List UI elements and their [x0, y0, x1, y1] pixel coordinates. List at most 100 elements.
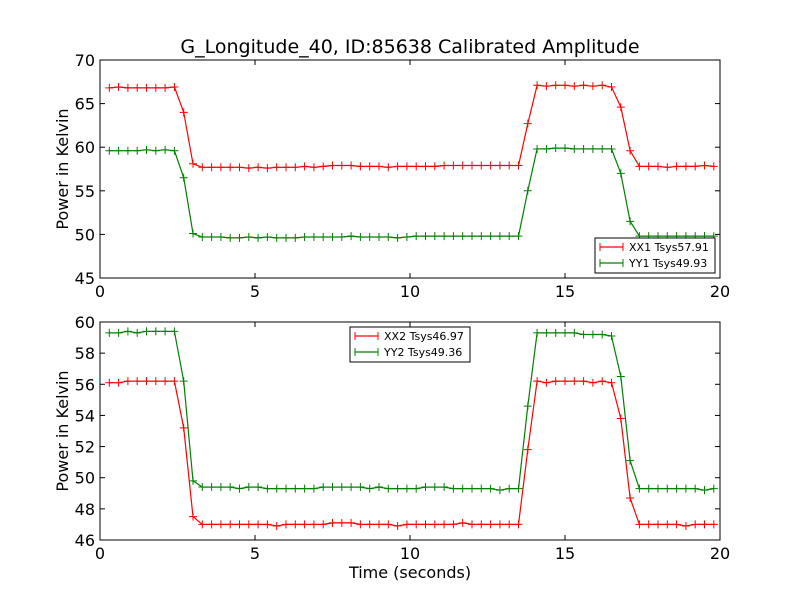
data-point — [700, 486, 709, 495]
data-point — [598, 144, 607, 153]
data-point — [626, 146, 635, 155]
data-point — [272, 521, 281, 530]
data-point — [681, 521, 690, 530]
data-point — [616, 103, 625, 112]
data-point — [198, 483, 207, 492]
data-point — [356, 483, 365, 492]
data-point — [328, 161, 337, 170]
data-point — [254, 520, 263, 529]
data-point — [449, 161, 458, 170]
data-point — [319, 520, 328, 529]
data-point — [347, 518, 356, 527]
data-point — [514, 484, 523, 493]
data-point — [477, 520, 486, 529]
data-point — [161, 83, 170, 92]
data-point — [402, 484, 411, 493]
data-point — [681, 162, 690, 171]
data-point — [151, 146, 160, 155]
data-point — [291, 163, 300, 172]
x-tick-label: 15 — [555, 544, 575, 563]
data-point — [263, 233, 272, 242]
data-point — [486, 232, 495, 241]
data-point — [672, 484, 681, 493]
data-point — [486, 484, 495, 493]
data-point — [598, 377, 607, 386]
data-point — [198, 163, 207, 172]
x-tick-label: 10 — [400, 282, 420, 301]
data-point — [477, 161, 486, 170]
data-point — [449, 484, 458, 493]
data-point — [244, 233, 253, 242]
legend-box — [349, 326, 471, 363]
data-point — [468, 484, 476, 493]
data-point — [440, 520, 449, 529]
data-point — [570, 82, 579, 91]
data-point — [533, 377, 542, 386]
bottom-plot: 0 5 10 15 20 46 48 50 52 54 56 58 60 XX2 Tsys46.97 YY2… — [75, 313, 731, 563]
data-point — [700, 520, 709, 529]
data-point — [263, 164, 272, 173]
data-point — [226, 233, 235, 242]
y-tick-label: 60 — [75, 138, 95, 157]
data-point — [523, 402, 532, 411]
data-point — [635, 484, 644, 493]
legend-label: XX2 Tsys46.97 — [384, 330, 464, 343]
data-point — [607, 378, 616, 387]
data-point — [189, 229, 197, 238]
data-point — [421, 162, 430, 171]
data-point — [189, 512, 197, 521]
data-point — [691, 484, 700, 493]
data-point — [542, 328, 551, 337]
data-point — [672, 162, 681, 171]
data-point — [291, 520, 300, 529]
data-point — [523, 445, 532, 454]
data-point — [309, 520, 318, 529]
y-tick-label: 58 — [75, 344, 95, 363]
data-point — [235, 233, 244, 242]
data-point — [207, 233, 216, 242]
data-point — [588, 144, 597, 153]
data-point — [123, 377, 132, 386]
data-point — [244, 483, 253, 492]
data-point — [300, 162, 309, 171]
x-tick-label: 5 — [250, 282, 260, 301]
data-point — [328, 518, 337, 527]
x-tick-label: 10 — [400, 544, 420, 563]
legend-label: XX1 Tsys57.91 — [629, 241, 709, 254]
data-point — [561, 144, 569, 153]
data-point — [691, 162, 700, 171]
data-point — [365, 233, 374, 242]
data-point — [384, 484, 393, 493]
data-point — [235, 520, 244, 529]
y-tick-label: 48 — [75, 500, 95, 519]
data-point — [440, 483, 449, 492]
data-point — [337, 483, 346, 492]
data-point — [468, 520, 476, 529]
data-point — [477, 484, 486, 493]
x-tick-label: 20 — [710, 282, 730, 301]
data-point — [533, 81, 542, 90]
data-point — [179, 108, 188, 117]
data-point — [607, 83, 616, 92]
data-point — [123, 327, 132, 336]
data-point — [347, 232, 356, 241]
data-point — [616, 414, 625, 423]
data-point — [421, 483, 430, 492]
data-point — [607, 144, 616, 153]
data-point — [477, 232, 486, 241]
data-point — [533, 144, 542, 153]
data-point — [495, 161, 504, 170]
chart-title: G_Longitude_40, ID:85638 Calibrated Ampl… — [180, 36, 639, 58]
data-point — [142, 377, 151, 386]
data-point — [570, 328, 579, 337]
data-point — [588, 378, 597, 387]
data-point — [644, 162, 653, 171]
data-point — [375, 520, 383, 529]
data-point — [263, 484, 272, 493]
data-point — [254, 163, 263, 172]
data-point — [495, 232, 504, 241]
data-point — [561, 81, 569, 90]
data-point — [235, 163, 244, 172]
data-point — [598, 81, 607, 90]
data-point — [133, 83, 142, 92]
